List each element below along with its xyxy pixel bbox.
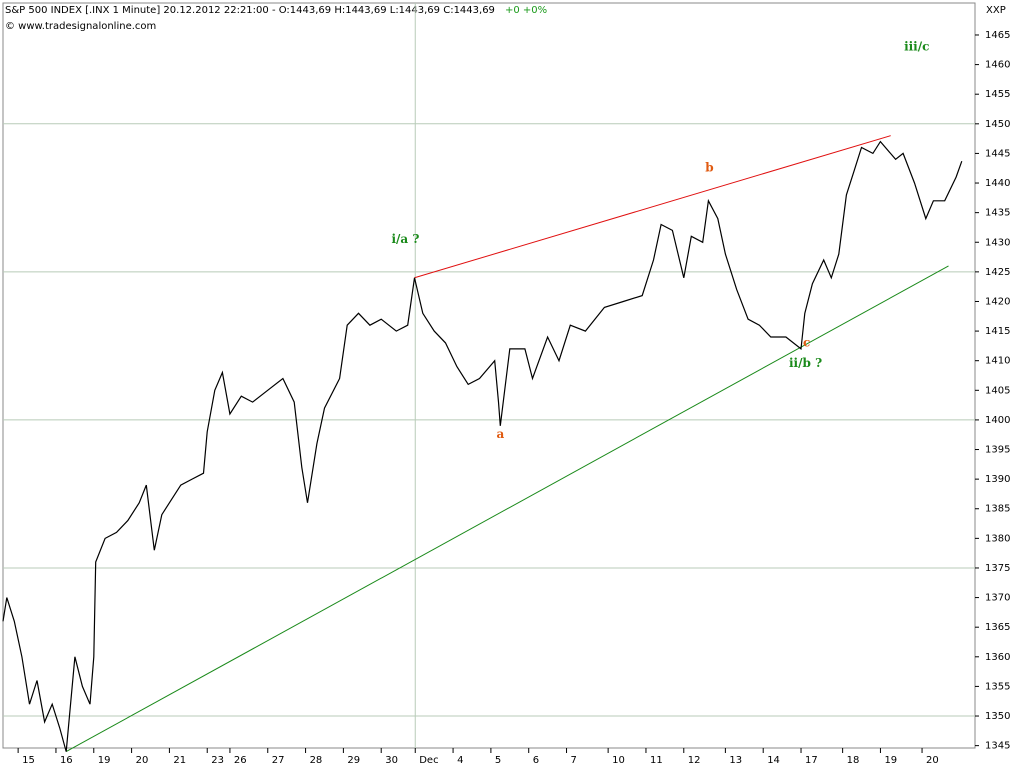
y-tick-label: 1365 bbox=[985, 622, 1010, 633]
x-tick-label: 27 bbox=[272, 755, 285, 766]
x-tick-label: 21 bbox=[173, 755, 186, 766]
y-tick-label: 1380 bbox=[985, 533, 1010, 544]
y-tick-label: 1430 bbox=[985, 237, 1010, 248]
x-tick-label: 20 bbox=[926, 755, 939, 766]
plot-frame bbox=[2, 2, 976, 749]
annotation: b bbox=[705, 161, 713, 175]
chart-subtitle: © www.tradesignalonline.com bbox=[5, 21, 156, 32]
title-change: +0 +0% bbox=[505, 5, 547, 16]
chart-title: S&P 500 INDEX [.INX 1 Minute] 20.12.2012… bbox=[5, 5, 495, 16]
x-tick-label: Dec bbox=[419, 755, 438, 766]
y-tick-label: 1350 bbox=[985, 711, 1010, 722]
x-tick-label: 11 bbox=[650, 755, 663, 766]
annotation: a bbox=[496, 427, 504, 441]
x-tick-label: 6 bbox=[533, 755, 539, 766]
y-tick-label: 1440 bbox=[985, 178, 1010, 189]
y-tick-label: 1345 bbox=[985, 741, 1010, 752]
y-tick-label: 1425 bbox=[985, 267, 1010, 278]
y-tick-label: 1390 bbox=[985, 474, 1010, 485]
price-line bbox=[2, 140, 963, 752]
x-tick-label: 16 bbox=[60, 755, 73, 766]
annotation: i/a ? bbox=[391, 232, 419, 246]
x-tick-label: 18 bbox=[847, 755, 860, 766]
x-tick-label: 17 bbox=[805, 755, 818, 766]
x-tick-label: 23 bbox=[211, 755, 224, 766]
x-tick-label: 19 bbox=[884, 755, 897, 766]
y-tick-label: 1455 bbox=[985, 89, 1010, 100]
y-tick-label: 1395 bbox=[985, 445, 1010, 456]
axis-label: XXP bbox=[986, 5, 1006, 16]
y-tick-label: 1420 bbox=[985, 296, 1010, 307]
annotation: c bbox=[803, 335, 810, 349]
y-tick-label: 1355 bbox=[985, 681, 1010, 692]
x-tick-label: 15 bbox=[22, 755, 35, 766]
x-tick-label: 5 bbox=[495, 755, 501, 766]
y-tick-label: 1460 bbox=[985, 60, 1010, 71]
x-tick-label: 14 bbox=[767, 755, 780, 766]
y-tick-label: 1400 bbox=[985, 415, 1010, 426]
x-tick-label: 20 bbox=[136, 755, 149, 766]
x-tick-label: 13 bbox=[729, 755, 742, 766]
y-tick-label: 1375 bbox=[985, 563, 1010, 574]
trendline bbox=[414, 135, 891, 279]
y-tick-label: 1405 bbox=[985, 385, 1010, 396]
x-tick-label: 30 bbox=[385, 755, 398, 766]
x-tick-label: 12 bbox=[688, 755, 701, 766]
y-tick-label: 1450 bbox=[985, 119, 1010, 130]
x-tick-label: 28 bbox=[310, 755, 323, 766]
y-tick-label: 1385 bbox=[985, 504, 1010, 515]
x-tick-label: 10 bbox=[612, 755, 625, 766]
annotation: ii/b ? bbox=[789, 356, 822, 370]
y-tick-label: 1435 bbox=[985, 208, 1010, 219]
y-tick-label: 1360 bbox=[985, 652, 1010, 663]
y-tick-label: 1370 bbox=[985, 593, 1010, 604]
y-tick-label: 1410 bbox=[985, 356, 1010, 367]
y-tick-label: 1465 bbox=[985, 30, 1010, 41]
x-tick-label: 7 bbox=[571, 755, 577, 766]
x-tick-label: 29 bbox=[347, 755, 360, 766]
x-tick-label: 19 bbox=[98, 755, 111, 766]
x-tick-label: 26 bbox=[234, 755, 247, 766]
annotation: iii/c bbox=[904, 39, 929, 53]
y-tick-label: 1445 bbox=[985, 148, 1010, 159]
y-tick-label: 1415 bbox=[985, 326, 1010, 337]
x-tick-label: 4 bbox=[457, 755, 463, 766]
